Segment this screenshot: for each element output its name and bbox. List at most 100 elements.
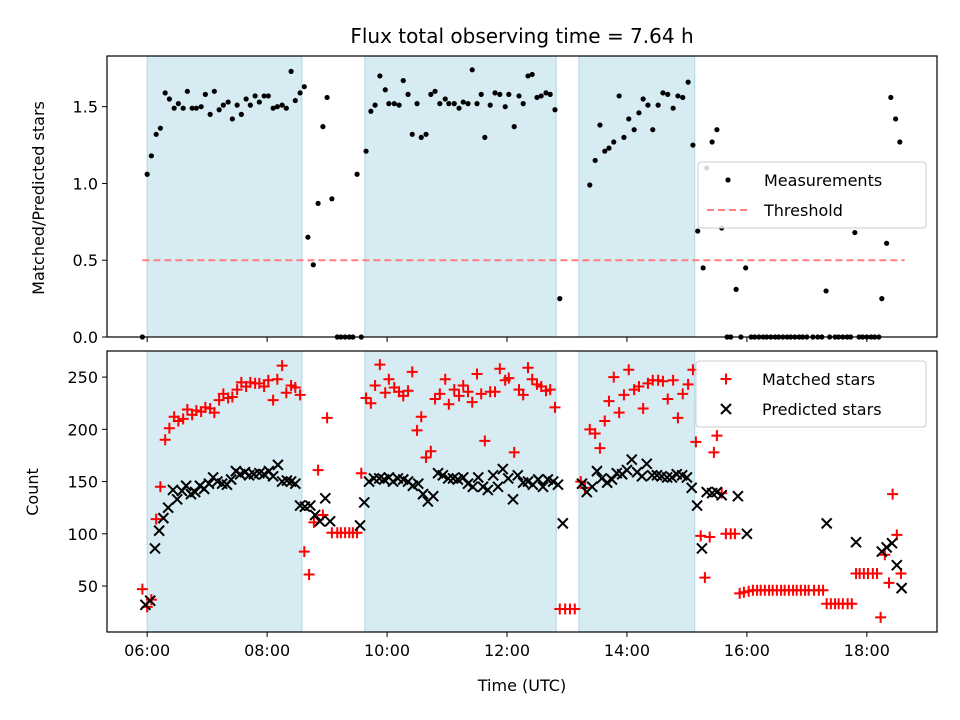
measurement-point bbox=[660, 90, 666, 96]
matched-star-point bbox=[569, 603, 581, 615]
measurement-point bbox=[670, 105, 676, 111]
measurement-point bbox=[597, 122, 603, 128]
predicted-star-point bbox=[203, 477, 215, 490]
matched-star-point bbox=[479, 435, 491, 447]
measurement-point bbox=[252, 93, 258, 99]
measurement-point bbox=[446, 101, 452, 107]
measurement-point bbox=[368, 108, 374, 114]
measurement-point bbox=[492, 90, 498, 96]
matched-star-point bbox=[462, 386, 474, 398]
predicted-star-point bbox=[289, 477, 302, 490]
measurement-point bbox=[274, 104, 280, 110]
predicted-star-point bbox=[267, 470, 279, 483]
matched-star-point bbox=[544, 384, 556, 396]
measurement-point bbox=[606, 145, 612, 151]
matched-star-point bbox=[150, 513, 162, 525]
measurement-point bbox=[148, 153, 154, 159]
matched-star-point bbox=[289, 382, 301, 394]
measurement-point bbox=[193, 105, 199, 111]
measurement-point bbox=[893, 116, 899, 122]
measurement-point bbox=[482, 134, 488, 140]
matched-star-point bbox=[608, 371, 620, 383]
measurement-point bbox=[529, 71, 535, 78]
legend: Measurements Threshold bbox=[697, 161, 927, 229]
matched-star-point bbox=[887, 488, 899, 500]
matched-star-point bbox=[623, 364, 635, 376]
measurement-point bbox=[166, 96, 172, 102]
predicted-star-point bbox=[442, 472, 454, 485]
measurement-point bbox=[405, 91, 411, 97]
top-y-axis-label: Matched/Predicted stars bbox=[29, 101, 48, 295]
measurement-point bbox=[320, 124, 326, 130]
legend-marker bbox=[720, 373, 732, 385]
predicted-star-point bbox=[467, 481, 479, 493]
measurement-point bbox=[655, 102, 661, 108]
predicted-star-point bbox=[895, 582, 908, 594]
matched-star-point bbox=[199, 401, 211, 413]
legend-box bbox=[695, 360, 927, 428]
measurement-point bbox=[261, 93, 267, 99]
matched-star-point bbox=[517, 389, 529, 401]
predicted-star-point bbox=[557, 517, 569, 530]
measurement-point bbox=[414, 101, 420, 107]
measurement-point bbox=[297, 90, 303, 96]
matched-star-point bbox=[226, 391, 238, 403]
measurement-point bbox=[144, 171, 150, 177]
matched-star-point bbox=[613, 407, 625, 419]
predicted-star-point bbox=[309, 509, 321, 521]
measurement-point bbox=[547, 91, 553, 97]
matched-star-point bbox=[244, 376, 256, 388]
predicted-star-point bbox=[281, 474, 293, 487]
matched-star-point bbox=[190, 405, 202, 417]
predicted-star-point bbox=[686, 482, 698, 494]
predicted-star-point bbox=[427, 490, 439, 502]
predicted-star-point bbox=[552, 479, 564, 491]
matched-star-point bbox=[298, 546, 310, 558]
predicted-star-point bbox=[681, 471, 693, 484]
measurement-point bbox=[460, 99, 466, 105]
y-tick-label: 100 bbox=[67, 525, 98, 544]
matched-star-point bbox=[738, 586, 750, 598]
matched-star-point bbox=[271, 373, 283, 385]
measurement-point bbox=[279, 102, 285, 108]
matched-star-point bbox=[457, 379, 469, 391]
measurement-point bbox=[456, 105, 462, 111]
predicted-star-point bbox=[497, 463, 509, 475]
measurement-point bbox=[680, 94, 686, 101]
measurement-point bbox=[879, 296, 885, 302]
measurement-point bbox=[247, 102, 253, 108]
measurement-point bbox=[602, 148, 608, 154]
measurement-point bbox=[888, 94, 894, 101]
measurement-point bbox=[534, 94, 540, 101]
measurement-point bbox=[288, 68, 294, 74]
matched-star-point bbox=[280, 387, 292, 399]
matched-star-point bbox=[657, 375, 669, 387]
measurement-point bbox=[180, 105, 186, 111]
measurement-point bbox=[733, 286, 739, 292]
y-tick-label: 1.0 bbox=[73, 174, 98, 193]
measurement-point bbox=[497, 91, 503, 97]
y-tick-label: 150 bbox=[67, 473, 98, 492]
measurement-point bbox=[354, 171, 360, 177]
matched-star-point bbox=[711, 430, 723, 442]
predicted-star-point bbox=[820, 517, 833, 530]
measurement-point bbox=[675, 93, 681, 99]
legend: Matched stars Predicted stars bbox=[695, 360, 927, 428]
matched-star-point bbox=[599, 415, 611, 427]
matched-star-point bbox=[677, 388, 689, 400]
measurement-point bbox=[611, 139, 617, 145]
predicted-star-point bbox=[144, 594, 156, 607]
predicted-star-point bbox=[482, 484, 494, 496]
measurement-point bbox=[538, 93, 544, 99]
matched-star-point bbox=[181, 403, 193, 415]
ratio-panel: 0.0 0.5 1.0 1.5 Measurements Threshold bbox=[73, 55, 938, 347]
measurement-point bbox=[377, 73, 383, 79]
matched-star-point bbox=[690, 436, 702, 448]
measurement-point bbox=[469, 67, 475, 73]
predicted-star-point bbox=[621, 464, 633, 476]
measurement-point bbox=[324, 94, 330, 101]
measurement-point bbox=[184, 88, 190, 94]
predicted-star-point bbox=[437, 469, 449, 482]
measurement-point bbox=[587, 182, 593, 188]
